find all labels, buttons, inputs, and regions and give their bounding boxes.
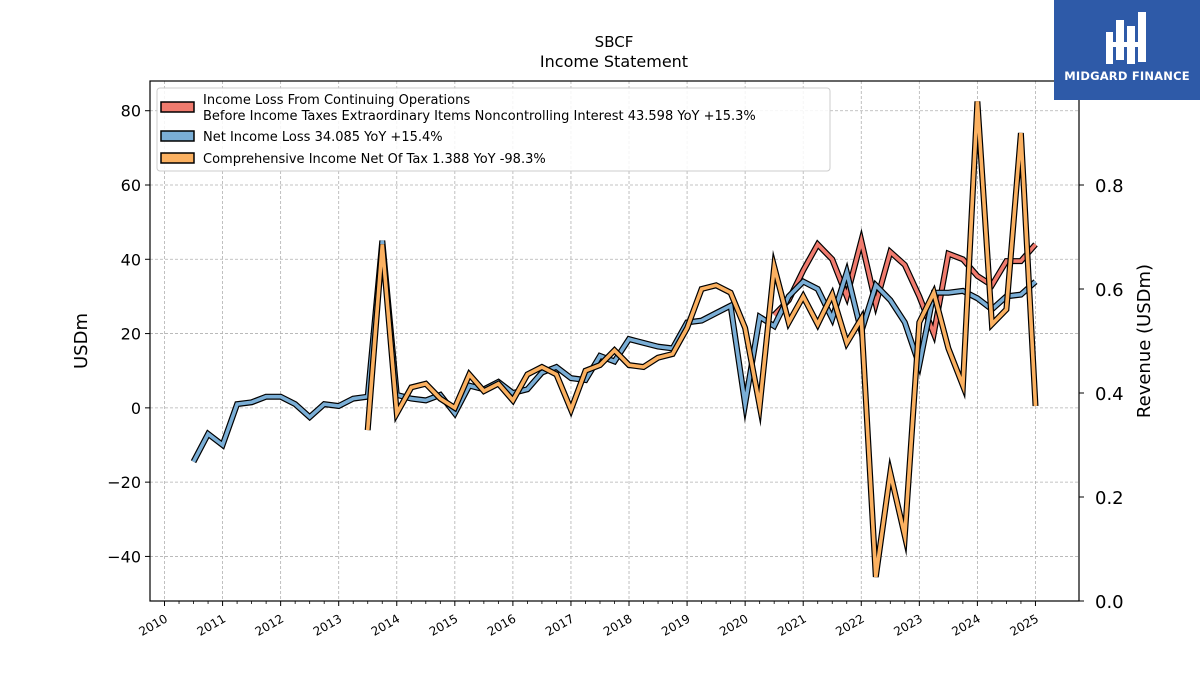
x-tick-label: 2019 — [659, 611, 692, 638]
y-axis-label-left: USDm — [71, 313, 92, 369]
brand-logo-text: MIDGARD FINANCE — [1064, 69, 1190, 83]
y-tick-label-left: 0 — [131, 399, 141, 418]
legend-swatch-0 — [160, 101, 195, 113]
legend-label-0-line2: Before Income Taxes Extraordinary Items … — [203, 109, 756, 124]
legend-box — [156, 87, 831, 172]
midgard-logo-icon — [1106, 12, 1146, 64]
x-tick-label: 2012 — [253, 611, 286, 638]
y-tick-label-right: 0.2 — [1095, 488, 1124, 509]
x-tick-label: 2022 — [833, 611, 866, 638]
x-tick-label: 2023 — [891, 611, 924, 638]
y-tick-label-right: 0.6 — [1095, 280, 1124, 301]
x-tick-label: 2013 — [311, 611, 344, 638]
y-axis-label-right: Revenue (USDm) — [1134, 264, 1155, 418]
x-tick-label: 2017 — [543, 611, 576, 638]
legend-label-2: Comprehensive Income Net Of Tax 1.388 Yo… — [203, 152, 546, 167]
y-tick-label-left: 60 — [121, 176, 141, 195]
y-tick-label-right: 0.4 — [1095, 384, 1124, 405]
series-line-1 — [191, 240, 1037, 463]
x-tick-label: 2014 — [369, 611, 402, 638]
y-tick-label-right: 0.0 — [1095, 592, 1124, 613]
legend-label-0: Income Loss From Continuing Operations — [203, 93, 470, 108]
series-group — [190, 101, 1039, 578]
x-tick-label: 2015 — [427, 611, 460, 638]
y-tick-label-right: 0.8 — [1095, 176, 1124, 197]
legend-swatch-1 — [160, 130, 195, 142]
brand-logo: MIDGARD FINANCE — [1054, 0, 1200, 100]
y-tick-label-left: 80 — [121, 102, 141, 121]
x-tick-label: 2025 — [1007, 611, 1040, 638]
x-tick-label: 2020 — [717, 611, 750, 638]
x-tick-label: 2010 — [137, 611, 170, 638]
chart-title: SBCF — [595, 33, 634, 51]
x-tick-label: 2021 — [775, 611, 808, 638]
x-tick-label: 2024 — [949, 611, 982, 638]
chart-subtitle: Income Statement — [540, 52, 688, 71]
x-tick-label: 2011 — [195, 611, 228, 638]
x-tick-label: 2016 — [485, 611, 518, 638]
y-tick-label-left: 20 — [121, 325, 141, 344]
legend-swatch-2 — [160, 152, 195, 164]
y-tick-label-left: −20 — [107, 473, 141, 492]
y-tick-label-left: 40 — [121, 250, 141, 269]
legend-label-1: Net Income Loss 34.085 YoY +15.4% — [203, 130, 443, 145]
y-tick-label-left: −40 — [107, 547, 141, 566]
legend: Income Loss From Continuing OperationsBe… — [156, 87, 831, 172]
series-line-2 — [365, 101, 1038, 578]
x-tick-label: 2018 — [601, 611, 634, 638]
